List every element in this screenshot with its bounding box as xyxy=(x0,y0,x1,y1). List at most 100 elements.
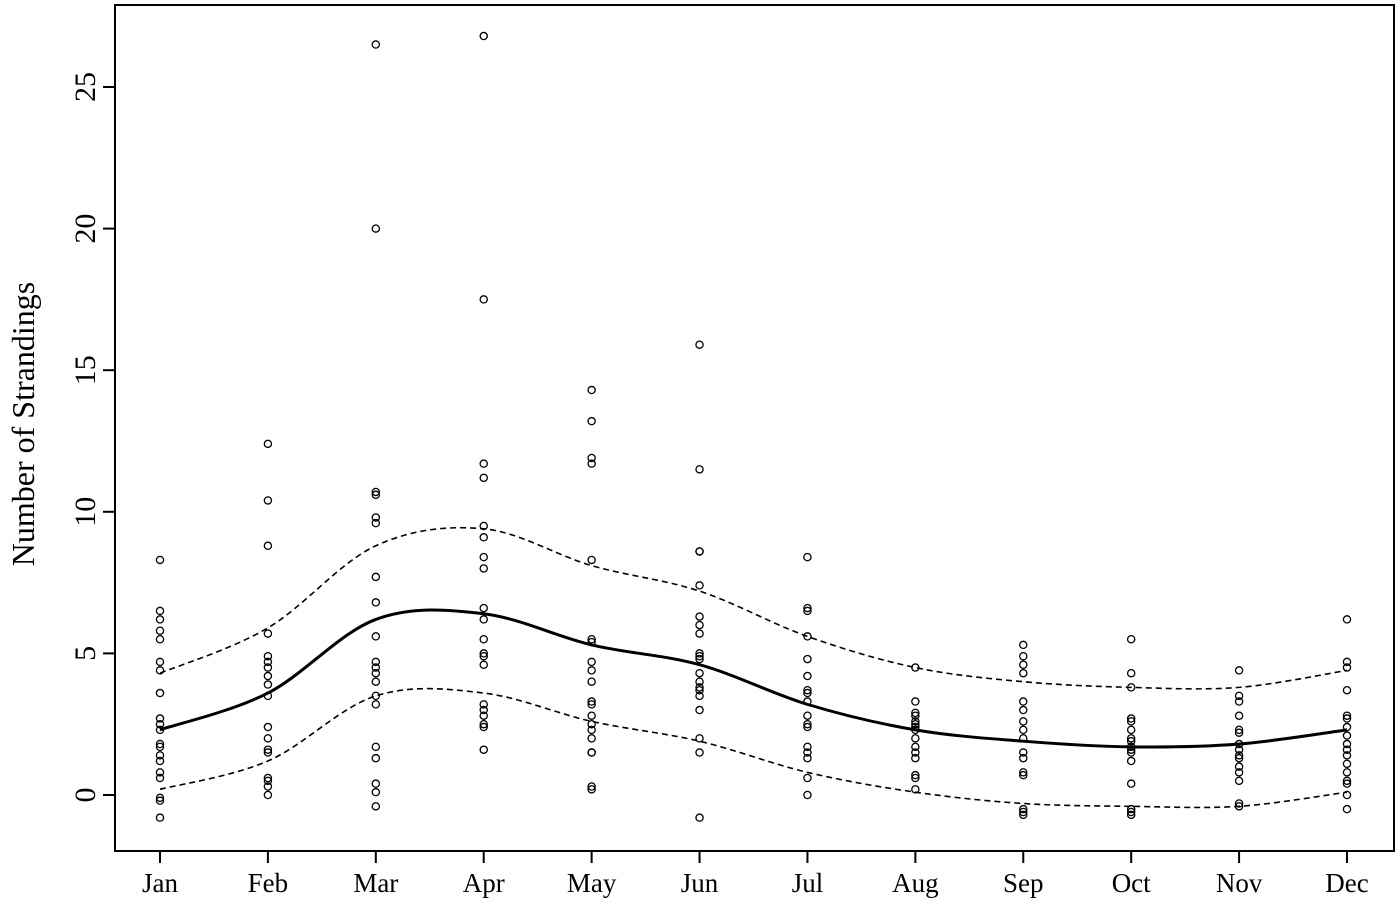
data-point xyxy=(587,711,596,720)
data-point xyxy=(587,719,596,729)
data-point xyxy=(479,719,488,729)
data-point xyxy=(1234,725,1244,735)
data-point xyxy=(155,555,165,565)
data-point xyxy=(155,714,165,723)
data-point xyxy=(587,385,596,395)
x-tick-label-nov: Nov xyxy=(1216,868,1263,898)
data-point xyxy=(1126,634,1136,644)
data-point xyxy=(371,224,381,233)
x-axis: Jan Feb Mar Apr May Jun Jul Aug Sep Oct Nov Dec xyxy=(142,851,1369,898)
data-point xyxy=(695,612,704,621)
data-point xyxy=(263,629,273,638)
data-point xyxy=(587,666,596,675)
data-point xyxy=(911,711,920,720)
data-point xyxy=(1126,810,1136,820)
data-point xyxy=(695,651,704,661)
data-point xyxy=(1019,804,1028,814)
data-point xyxy=(803,790,812,800)
data-point xyxy=(1234,762,1244,771)
data-point xyxy=(1126,804,1136,814)
data-point xyxy=(1019,753,1028,763)
data-point xyxy=(155,615,165,624)
data-point xyxy=(1342,714,1352,723)
y-axis-title: Number of Strandings xyxy=(5,282,41,566)
scatter-points xyxy=(155,31,1352,822)
data-point xyxy=(371,802,381,811)
data-point xyxy=(371,663,381,672)
data-point xyxy=(155,751,165,760)
data-point xyxy=(263,651,273,661)
x-tick-label-jan: Jan xyxy=(142,868,178,898)
data-point xyxy=(1126,736,1136,746)
y-tick-label: 10 xyxy=(69,497,102,527)
data-point xyxy=(695,685,704,695)
data-point xyxy=(1234,697,1244,706)
data-point xyxy=(803,552,812,562)
x-tick-label-sep: Sep xyxy=(1003,868,1044,898)
data-point xyxy=(1342,804,1352,814)
data-point xyxy=(587,782,596,791)
data-point xyxy=(803,773,812,783)
data-point xyxy=(587,453,596,463)
data-point xyxy=(1342,739,1352,749)
data-point xyxy=(1126,714,1136,723)
data-point xyxy=(1019,717,1028,726)
fit-lines xyxy=(159,526,1348,809)
data-point xyxy=(371,657,381,667)
data-point xyxy=(1234,728,1244,737)
data-point xyxy=(1019,668,1028,678)
plot-frame xyxy=(114,4,1395,852)
data-point xyxy=(1234,745,1244,754)
data-point xyxy=(263,657,273,667)
data-point xyxy=(155,739,165,749)
data-point xyxy=(1019,705,1028,715)
data-point xyxy=(911,734,920,743)
data-point xyxy=(1342,790,1352,800)
data-point xyxy=(1019,697,1028,706)
data-point xyxy=(263,745,273,754)
data-point xyxy=(911,717,920,726)
data-point xyxy=(371,677,381,686)
data-point xyxy=(479,31,488,41)
data-point xyxy=(263,790,273,800)
data-point xyxy=(371,598,381,607)
data-point xyxy=(587,677,596,686)
data-point xyxy=(1234,666,1244,675)
data-point xyxy=(155,793,165,803)
x-tick-label-aug: Aug xyxy=(892,868,939,898)
data-point xyxy=(695,547,704,556)
data-point xyxy=(371,779,381,788)
data-point xyxy=(263,663,273,672)
data-point xyxy=(911,708,920,718)
data-point xyxy=(1342,657,1352,667)
data-point xyxy=(911,770,920,780)
data-point xyxy=(155,796,165,805)
upper-band-line xyxy=(159,526,1348,690)
data-point xyxy=(587,734,596,743)
data-point xyxy=(695,654,704,664)
data-point xyxy=(1019,725,1028,735)
data-point xyxy=(695,748,704,757)
y-tick-label: 5 xyxy=(69,646,102,661)
data-point xyxy=(695,620,704,630)
data-point xyxy=(911,742,920,752)
data-point xyxy=(803,685,812,695)
data-point xyxy=(155,742,165,752)
x-tick-label-apr: Apr xyxy=(463,868,505,898)
data-point xyxy=(155,634,165,644)
data-point xyxy=(263,776,273,786)
data-point xyxy=(155,813,165,822)
data-point xyxy=(1342,745,1352,754)
y-tick-label: 0 xyxy=(69,788,102,803)
data-point xyxy=(371,742,381,752)
data-point xyxy=(587,700,596,709)
data-point xyxy=(1342,751,1352,760)
data-point xyxy=(1342,615,1352,624)
data-point xyxy=(263,541,273,551)
data-point xyxy=(263,671,273,681)
data-point xyxy=(479,603,488,613)
data-point xyxy=(803,671,812,681)
x-tick-label-jul: Jul xyxy=(792,868,824,898)
x-tick-label-jun: Jun xyxy=(681,868,719,898)
data-point xyxy=(479,660,488,669)
